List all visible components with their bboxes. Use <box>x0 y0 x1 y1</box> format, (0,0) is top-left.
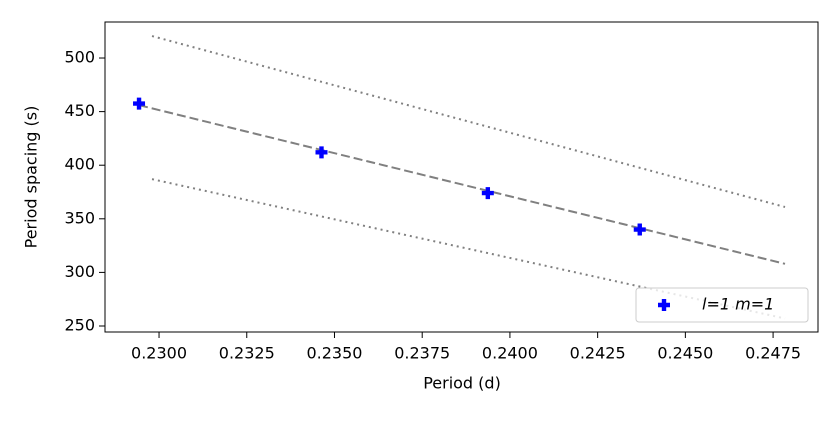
y-tick-label: 500 <box>64 48 95 67</box>
marker <box>133 97 146 110</box>
y-tick-label: 400 <box>64 155 95 174</box>
x-tick-label: 0.2350 <box>306 344 362 363</box>
x-axis-label: Period (d) <box>423 374 501 393</box>
y-tick-label: 250 <box>64 315 95 334</box>
y-axis-label: Period spacing (s) <box>22 106 41 249</box>
fit-line <box>151 35 786 208</box>
plot-frame <box>104 21 819 333</box>
x-tick-label: 0.2450 <box>657 344 713 363</box>
x-tick-label: 0.2400 <box>482 344 538 363</box>
marker <box>481 187 494 200</box>
y-tick-label: 300 <box>64 262 95 281</box>
fit-line <box>138 104 786 265</box>
y-tick-label: 450 <box>64 101 95 120</box>
legend-box <box>635 287 809 323</box>
marker <box>633 223 646 236</box>
legend-label: l=1 m=1 <box>702 295 774 314</box>
x-tick-label: 0.2375 <box>394 344 450 363</box>
marker <box>315 146 328 159</box>
x-tick-label: 0.2325 <box>219 344 275 363</box>
x-tick-label: 0.2475 <box>745 344 801 363</box>
y-tick-label: 350 <box>64 208 95 227</box>
x-tick-label: 0.2300 <box>131 344 187 363</box>
legend-marker <box>658 299 670 311</box>
x-tick-label: 0.2425 <box>570 344 626 363</box>
